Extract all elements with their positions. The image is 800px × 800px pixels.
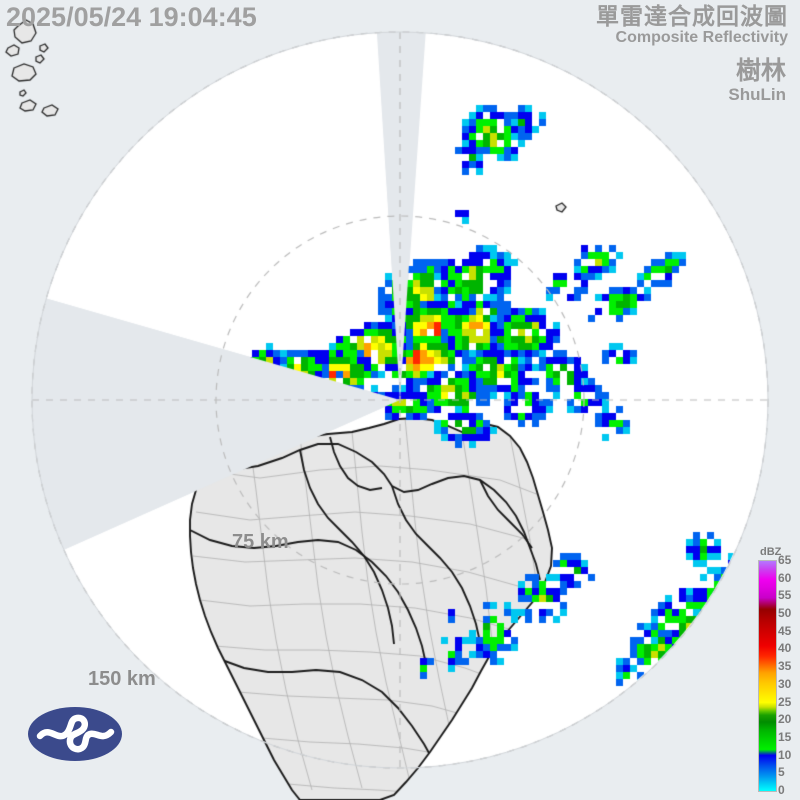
colorbar-tick-65: 65	[778, 553, 792, 567]
colorbar-gradient	[758, 560, 777, 792]
colorbar-tick-0: 0	[778, 783, 785, 797]
colorbar-tick-35: 35	[778, 659, 792, 674]
cwa-logo	[28, 707, 122, 761]
colorbar-tick-50: 50	[778, 606, 792, 621]
dbz-colorbar: dBZ 65 60 55 50 45 40 35 30 25 20 15 10 5 0	[750, 546, 796, 797]
colorbar-tick-30: 30	[778, 676, 792, 691]
colorbar-tick-20: 20	[778, 712, 792, 727]
colorbar-tick-10: 10	[778, 747, 792, 762]
colorbar-tick-40: 40	[778, 641, 792, 656]
colorbar-tick-55: 55	[778, 588, 792, 603]
colorbar-unit-label: dBZ	[760, 546, 782, 558]
colorbar-tick-15: 15	[778, 729, 792, 744]
colorbar-tick-25: 25	[778, 694, 792, 709]
colorbar-tick-60: 60	[778, 570, 792, 585]
colorbar-tick-5: 5	[778, 765, 785, 780]
colorbar-tick-45: 45	[778, 623, 792, 638]
